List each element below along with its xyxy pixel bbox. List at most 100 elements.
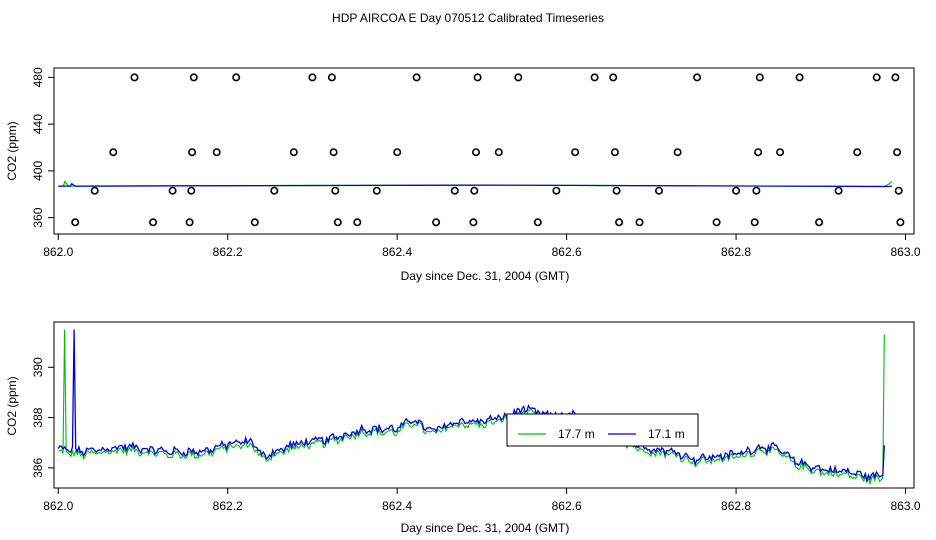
x-tick-label: 863.0 (891, 499, 921, 513)
calibration-point (71, 218, 80, 227)
series-line-green (58, 180, 893, 188)
calibration-point (610, 148, 619, 157)
calibration-point (412, 73, 421, 82)
calibration-point (693, 73, 702, 82)
x-tick-label: 862.2 (213, 245, 243, 259)
y-axis: 360 400 440 480 (31, 67, 54, 228)
x-axis-label: Day since Dec. 31, 2004 (GMT) (401, 521, 570, 535)
calibration-point (270, 186, 279, 195)
calibration-point (109, 148, 118, 157)
legend-label: 17.7 m (558, 427, 595, 441)
calibration-point (188, 148, 197, 157)
legend-box (506, 413, 699, 447)
series-group (58, 180, 893, 188)
calibration-point (473, 73, 482, 82)
series-line-17-7m (57, 329, 885, 486)
calibration-point (552, 186, 561, 195)
calibration-point (469, 218, 478, 227)
figure-title: HDP AIRCOA E Day 070512 Calibrated Times… (332, 11, 604, 25)
calibration-point (514, 73, 523, 82)
x-tick-label: 862.6 (552, 245, 582, 259)
calibration-point (90, 186, 99, 195)
calibration-point (891, 73, 900, 82)
x-axis: 862.0 862.2 862.4 862.6 862.8 863.0 (43, 488, 921, 513)
calibration-point (329, 148, 338, 157)
calibration-point (471, 148, 480, 157)
y-tick-label: 390 (31, 357, 45, 377)
calibration-point (189, 73, 198, 82)
x-tick-label: 862.4 (382, 245, 412, 259)
calibration-point (168, 186, 177, 195)
series-line-blue (58, 182, 893, 188)
calibration-point (612, 186, 621, 195)
calibration-points (71, 73, 905, 227)
calibration-point (795, 73, 804, 82)
calibration-point (185, 218, 194, 227)
y-tick-label: 440 (31, 114, 45, 134)
y-axis-label: CO2 (ppm) (5, 376, 19, 435)
calibration-point (590, 73, 599, 82)
calibration-point (308, 73, 317, 82)
calibration-point (450, 186, 459, 195)
calibration-point (732, 186, 741, 195)
calibration-point (755, 73, 764, 82)
plot-frame (53, 321, 915, 489)
calibration-point (470, 186, 479, 195)
y-tick-label: 480 (31, 67, 45, 87)
series-line-17-1m (57, 329, 885, 483)
calibration-point (754, 148, 763, 157)
calibration-point (750, 218, 759, 227)
calibration-point (393, 148, 402, 157)
y-axis-label: CO2 (ppm) (5, 121, 19, 180)
calibration-point (212, 148, 221, 157)
calibration-point (834, 186, 843, 195)
x-tick-label: 862.6 (552, 499, 582, 513)
x-tick-label: 862.0 (43, 245, 73, 259)
calibration-point (615, 218, 624, 227)
calibration-point (187, 186, 196, 195)
calibration-point (896, 218, 905, 227)
calibration-point (776, 148, 785, 157)
calibration-point (609, 73, 618, 82)
calibration-point (149, 218, 158, 227)
calibration-point (533, 218, 542, 227)
calibration-point (250, 218, 259, 227)
y-tick-label: 386 (31, 458, 45, 478)
calibration-point (872, 73, 881, 82)
calibration-point (712, 218, 721, 227)
legend: 17.7 m 17.1 m (506, 413, 699, 447)
calibration-point (353, 218, 362, 227)
y-axis: 386 388 390 (31, 357, 54, 478)
x-tick-label: 862.8 (721, 245, 751, 259)
x-tick-label: 862.0 (43, 499, 73, 513)
x-tick-label: 863.0 (891, 245, 921, 259)
x-tick-label: 862.2 (213, 499, 243, 513)
calibration-point (815, 218, 824, 227)
series-group (57, 329, 885, 486)
x-axis: 862.0 862.2 862.4 862.6 862.8 863.0 (43, 234, 921, 259)
calibration-point (673, 148, 682, 157)
calibration-point (333, 218, 342, 227)
calibration-point (331, 186, 340, 195)
calibration-point (853, 148, 862, 157)
plot-frame (53, 67, 915, 235)
calibration-point (494, 148, 503, 157)
y-tick-label: 388 (31, 407, 45, 427)
calibration-point (432, 218, 441, 227)
calibration-point (893, 148, 902, 157)
y-tick-label: 360 (31, 207, 45, 227)
calibration-panel: 862.0 862.2 862.4 862.6 862.8 863.0 360 400 440… (5, 67, 921, 283)
x-axis-label: Day since Dec. 31, 2004 (GMT) (401, 269, 570, 283)
calibration-point (327, 73, 336, 82)
calibration-point (654, 186, 663, 195)
calibration-point (372, 186, 381, 195)
y-tick-label: 400 (31, 161, 45, 181)
calibration-point (635, 218, 644, 227)
x-tick-label: 862.8 (721, 499, 751, 513)
x-tick-label: 862.4 (382, 499, 412, 513)
calibration-point (894, 186, 903, 195)
calibration-point (571, 148, 580, 157)
timeseries-panel: 862.0 862.2 862.4 862.6 862.8 863.0 386 388 390… (5, 321, 921, 535)
calibration-point (289, 148, 298, 157)
